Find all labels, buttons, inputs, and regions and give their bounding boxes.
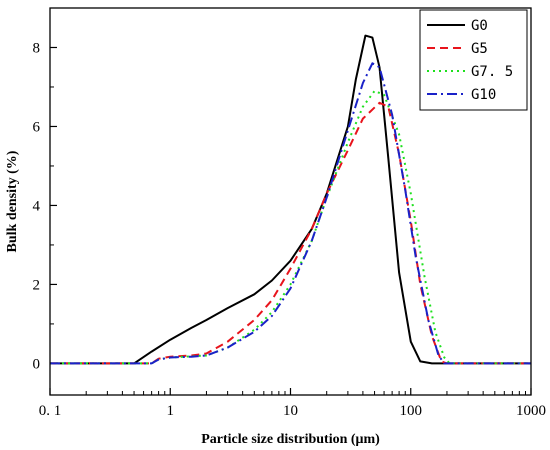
- series-line: [50, 34, 531, 365]
- y-tick-label: 8: [33, 40, 41, 56]
- legend-label: G10: [471, 87, 496, 103]
- y-tick-label: 6: [33, 119, 41, 135]
- y-axis-ticks: 0 2 4 6 8: [33, 40, 57, 372]
- x-tick-label: 10: [283, 403, 298, 419]
- y-tick-label: 0: [33, 356, 41, 372]
- legend-label: G7. 5: [471, 64, 513, 80]
- plot-frame: [49, 7, 532, 396]
- series-line: [50, 62, 531, 365]
- x-tick-label: 1000: [516, 403, 546, 419]
- y-axis-label: Bulk density (%): [5, 150, 20, 252]
- series-line: [50, 101, 531, 365]
- legend-label: G5: [471, 41, 488, 57]
- x-axis-ticks: 0. 1 1 10 100 1000: [39, 388, 546, 419]
- x-axis-label: Particle size distribution (μm): [201, 432, 380, 447]
- y-tick-label: 4: [33, 198, 41, 214]
- legend-label: G0: [471, 18, 488, 34]
- y-tick-label: 2: [33, 277, 41, 293]
- series-line: [50, 89, 531, 365]
- legend-box: [419, 9, 528, 111]
- x-tick-label: 1: [167, 403, 175, 419]
- x-tick-label: 100: [400, 403, 423, 419]
- legend: G0 G5 G7. 5 G10: [419, 9, 528, 111]
- x-tick-label: 0. 1: [39, 403, 62, 419]
- series-lines: [50, 34, 531, 365]
